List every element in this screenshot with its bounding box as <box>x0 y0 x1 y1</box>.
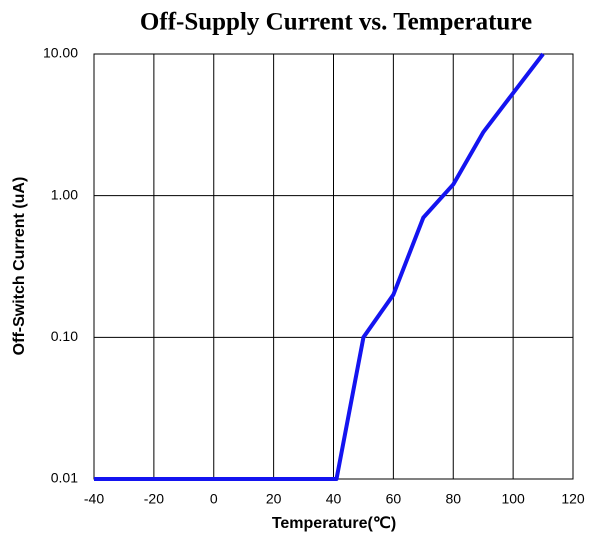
y-tick-label: 0.10 <box>51 328 78 344</box>
chart-title: Off-Supply Current vs. Temperature <box>140 9 532 36</box>
x-tick-label: 0 <box>210 491 218 507</box>
x-tick-label: 20 <box>266 491 282 507</box>
x-tick-label: 60 <box>386 491 402 507</box>
x-tick-label: -20 <box>144 491 164 507</box>
x-tick-label: 100 <box>501 491 525 507</box>
x-tick-label: 40 <box>326 491 342 507</box>
x-tick-label: 80 <box>445 491 461 507</box>
y-tick-label: 10.00 <box>43 45 78 61</box>
y-tick-label: 0.01 <box>51 470 78 486</box>
y-tick-label: 1.00 <box>51 186 78 202</box>
y-axis-label: Off-Switch Current (uA) <box>11 177 28 356</box>
x-tick-label: -40 <box>84 491 104 507</box>
x-tick-label: 120 <box>561 491 585 507</box>
x-axis-label: Temperature(℃) <box>272 515 396 532</box>
data-line <box>94 52 545 481</box>
